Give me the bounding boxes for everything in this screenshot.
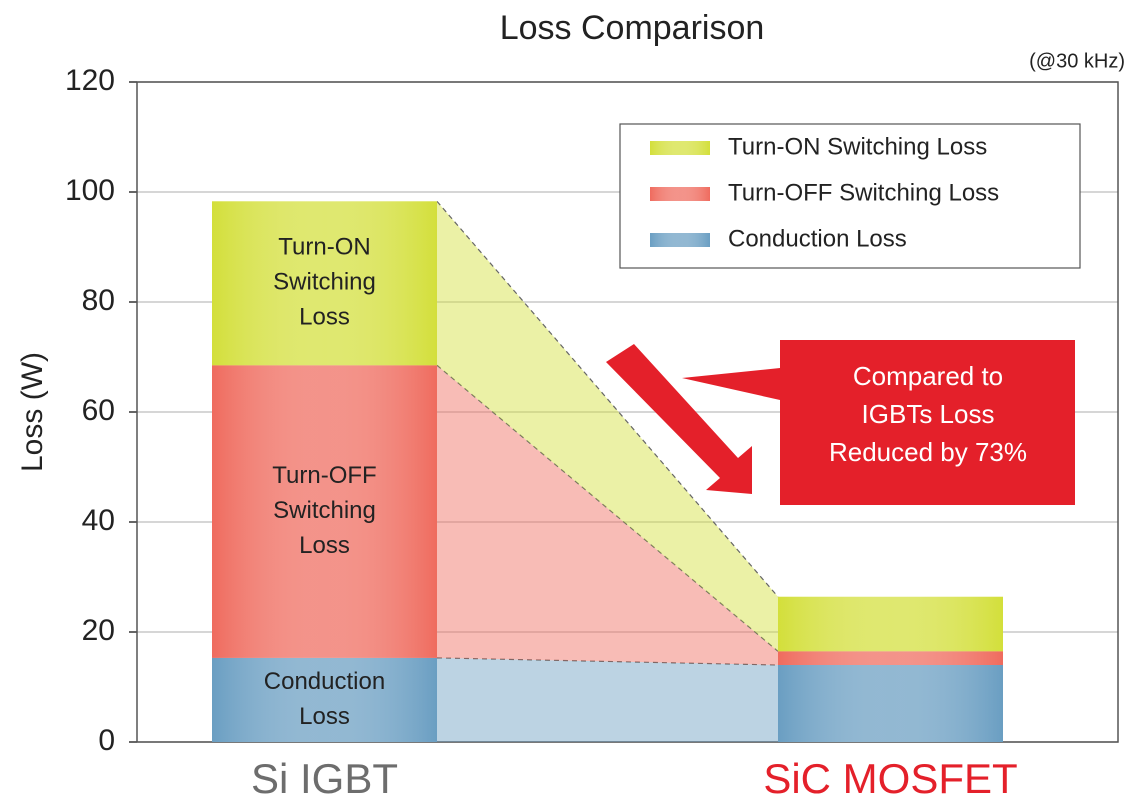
bar-highlight [778, 651, 1003, 665]
chart-title: Loss Comparison [500, 9, 765, 47]
annotation-text: IGBTs Loss [862, 399, 995, 429]
bar-label: Switching [273, 269, 376, 296]
bar-highlight [212, 657, 437, 742]
y-tick-label: 120 [65, 64, 115, 97]
bar-label: Turn-OFF [272, 462, 376, 489]
plot-frame [136, 81, 1119, 743]
annotation-text: Compared to [853, 361, 1003, 391]
bar-highlight [778, 665, 1003, 742]
annotation-text: Reduced by 73% [829, 437, 1027, 467]
connector-area [437, 657, 778, 742]
connector-line [436, 200, 779, 598]
annotation-box [682, 340, 1075, 505]
connector-line [436, 364, 779, 652]
connector-area [437, 201, 778, 652]
bar-label: Loss [299, 532, 350, 559]
annotation-arrow [606, 344, 752, 494]
legend-label: Conduction Loss [728, 225, 907, 252]
x-tick-label: Si IGBT [251, 755, 398, 802]
bar-label: Loss [299, 304, 350, 331]
y-tick-label: 40 [82, 504, 115, 537]
y-tick-label: 60 [82, 394, 115, 427]
y-tick-label: 100 [65, 174, 115, 207]
bar-label: Loss [299, 703, 350, 730]
y-axis-label: Loss (W) [16, 352, 49, 472]
x-tick-label: SiC MOSFET [763, 755, 1017, 802]
bar-highlight [778, 596, 1003, 652]
chart-subtitle: (@30 kHz) [1029, 50, 1125, 72]
legend-label: Turn-OFF Switching Loss [728, 179, 999, 206]
y-tick-label: 20 [82, 614, 115, 647]
y-tick-label: 0 [98, 724, 115, 757]
bar-label: Switching [273, 497, 376, 524]
bar-highlight [212, 365, 437, 658]
bar-label: Turn-ON [278, 234, 370, 261]
connector-area [437, 365, 778, 665]
y-tick-label: 80 [82, 284, 115, 317]
bar-label: Conduction [264, 668, 385, 695]
legend-label: Turn-ON Switching Loss [728, 133, 987, 160]
legend-swatch-highlight [650, 141, 710, 155]
bar-highlight [212, 201, 437, 366]
legend-swatch-highlight [650, 187, 710, 201]
connector-line [436, 657, 779, 666]
legend-swatch-highlight [650, 233, 710, 247]
